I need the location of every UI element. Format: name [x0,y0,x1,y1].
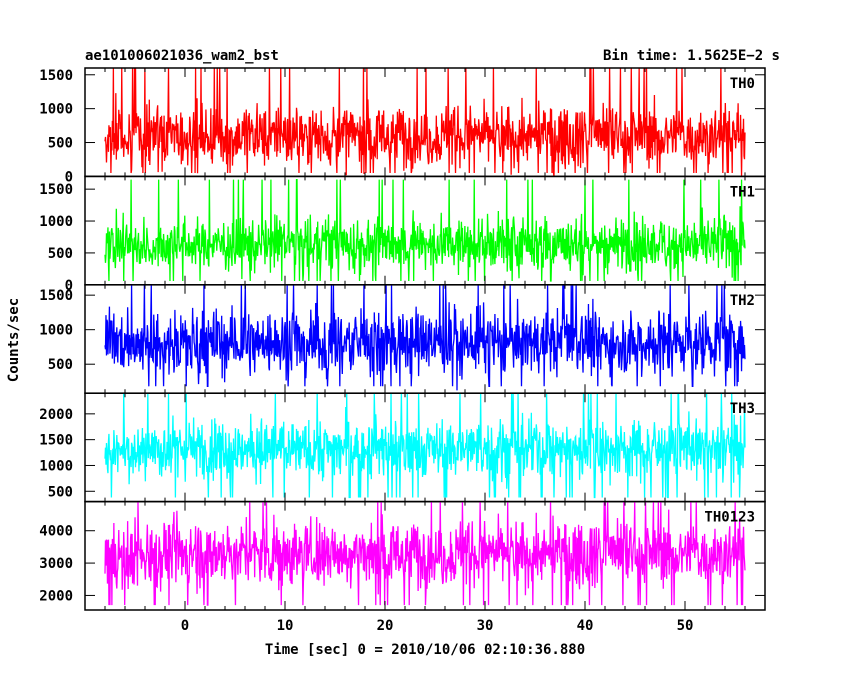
y-tick-label-th1: 1000 [39,214,73,230]
y-tick-label-th0123: 2000 [39,588,73,604]
y-tick-label-th3: 2000 [39,407,73,423]
series-line-th0123 [104,501,746,606]
y-tick-label-th0: 500 [48,136,73,152]
y-axis-label: Counts/sec [6,298,22,382]
bin-time-label: Bin time: 1.5625E−2 s [603,48,780,64]
y-tick-label-th0: 1500 [39,68,73,84]
y-tick-label-th2: 1000 [39,323,73,339]
series-line-th3 [104,392,746,499]
y-tick-label-th2: 500 [48,357,73,373]
y-tick-label-th1: 500 [48,246,73,262]
x-tick-label: 40 [577,618,594,634]
channel-label-th1: TH1 [730,184,755,200]
channel-label-th2: TH2 [730,293,755,309]
series-line-th2 [104,284,746,391]
y-tick-label-th3: 1000 [39,458,73,474]
y-tick-label-th3: 500 [48,484,73,500]
y-tick-label-th2: 1500 [39,288,73,304]
x-tick-label: 0 [181,618,189,634]
x-tick-label: 30 [477,618,494,634]
channel-label-th3: TH3 [730,401,755,417]
y-tick-label-th0123: 3000 [39,556,73,572]
y-tick-label-th1: 1500 [39,182,73,198]
y-tick-label-th0: 1000 [39,102,73,118]
channel-label-th0: TH0 [730,76,755,92]
figure-title: ae101006021036_wam2_bst [85,48,279,64]
y-tick-label-th1: 0 [65,278,73,294]
y-tick-label-th3: 1500 [39,433,73,449]
y-tick-label-th0123: 4000 [39,524,73,540]
channel-label-th0123: TH0123 [704,510,755,526]
x-axis-label: Time [sec] 0 = 2010/10/06 02:10:36.880 [265,642,585,658]
x-tick-label: 10 [277,618,294,634]
series-line-th0 [104,67,746,177]
y-tick-label-th0: 0 [65,169,73,185]
series-line-th1 [104,178,746,282]
x-tick-label: 20 [377,618,394,634]
x-tick-label: 50 [677,618,694,634]
